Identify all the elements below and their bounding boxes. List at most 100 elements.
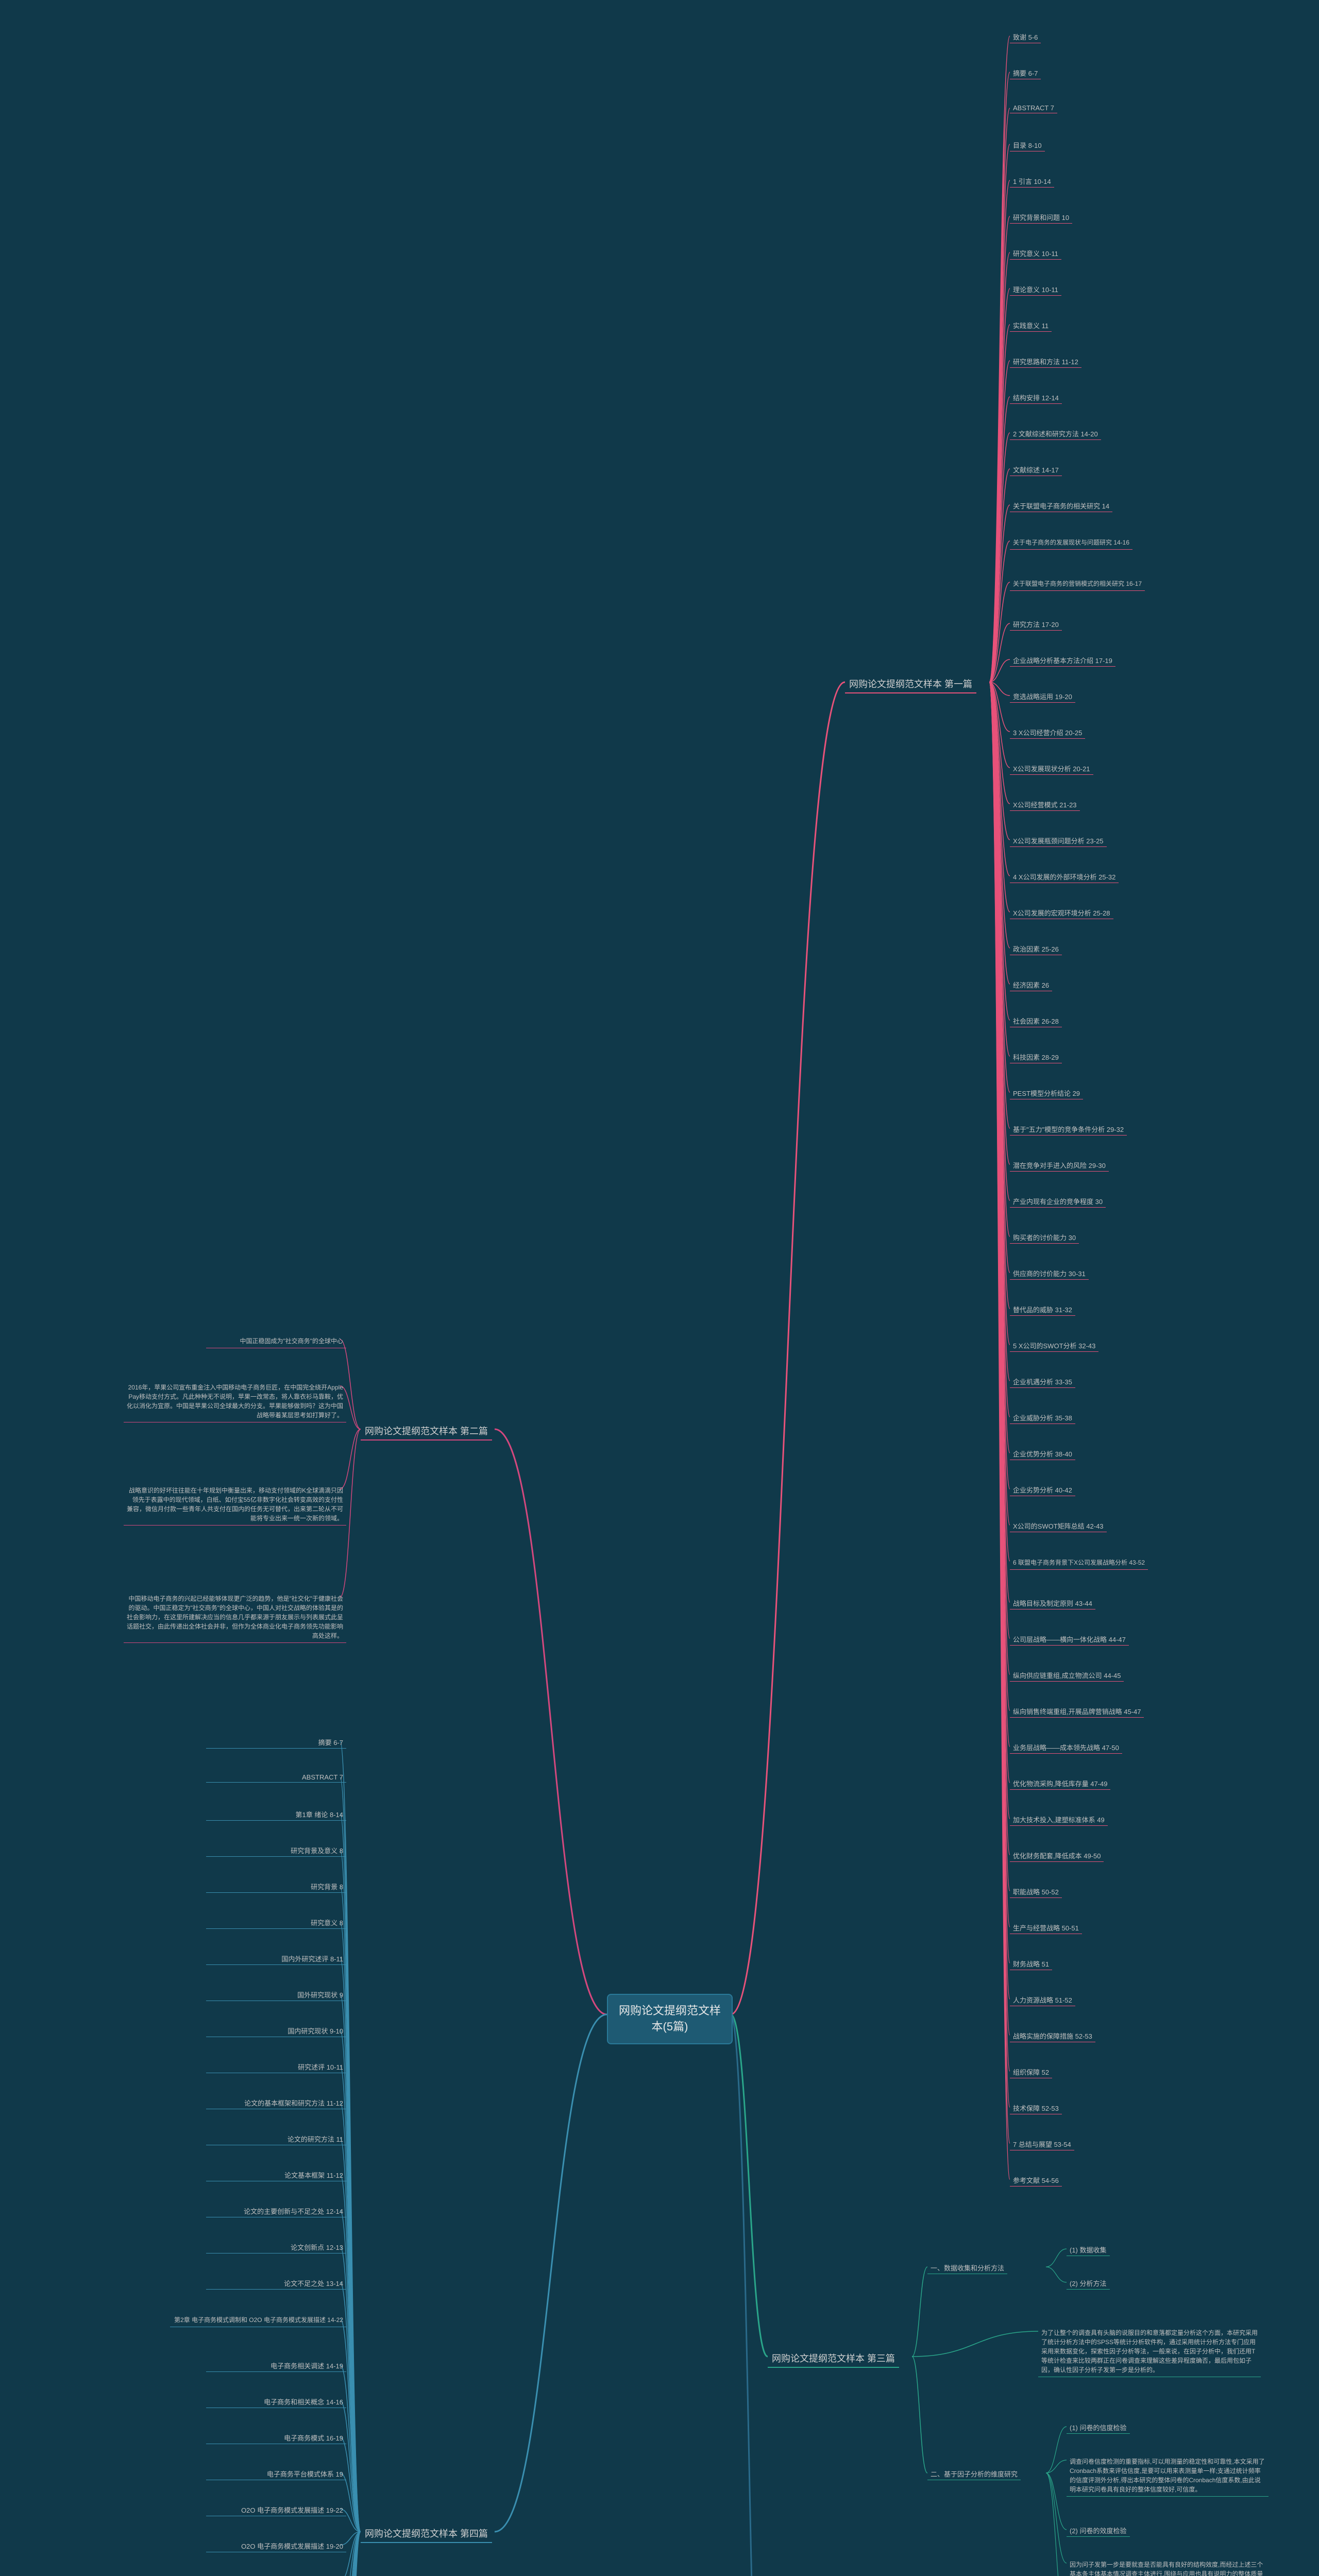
leaf: 摘要 6-7	[206, 1736, 346, 1749]
leaf: 中国正稳固成为"社交商务"的全球中心	[206, 1334, 346, 1348]
leaf: 企业优势分析 38-40	[1010, 1448, 1075, 1460]
leaf: 战略意识的好坏往往能在十年规划中衡量出来，移动支付领域的K全球滴滴只因领先于表露…	[124, 1484, 346, 1526]
leaf: 战略目标及制定原则 43-44	[1010, 1597, 1095, 1609]
subleaf: (2) 分析方法	[1067, 2277, 1110, 2290]
leaf: 业务层战略——成本领先战略 47-50	[1010, 1741, 1122, 1754]
subleaf: 因为问子发第一步是要就查是否能具有良好的结构效度,而经过上述三个基本条主体基本情…	[1067, 2558, 1269, 2576]
leaf: 基于"五力"模型的竞争条件分析 29-32	[1010, 1123, 1127, 1136]
leaf: 参考文献 54-56	[1010, 2174, 1062, 2187]
leaf: 论文不足之处 13-14	[206, 2277, 346, 2290]
leaf: 摘要 6-7	[1010, 67, 1041, 79]
leaf: 电子商务相关调述 14-19	[206, 2360, 346, 2372]
leaf: PEST模型分析结论 29	[1010, 1087, 1083, 1099]
leaf: 纵向销售终端重组,开展品牌营销战略 45-47	[1010, 1705, 1144, 1718]
leaf: 财务战略 51	[1010, 1958, 1052, 1970]
leaf: O2O 电子商务模式发展描述 19-20	[206, 2540, 346, 2552]
leaf: 国外研究现状 9	[206, 1989, 346, 2001]
leaf: 为了让整个的调查具有头脑的说服目的和意落都定量分析这个方面，本研究采用了统计分析…	[1038, 2326, 1261, 2377]
leaf: 中国移动电子商务的兴起已经能够体现更广泛的趋势，他是"社交化"于健康社会的驱动。…	[124, 1592, 346, 1643]
leaf: 研究背景及意义 8	[206, 1844, 346, 1857]
leaf: 技术保障 52-53	[1010, 2102, 1062, 2114]
subleaf: 调查问卷信度检测的重要指标,可以用测量的稳定性和可靠性,本文采用了Cronbac…	[1067, 2455, 1269, 2497]
leaf: 企业威胁分析 35-38	[1010, 1412, 1075, 1424]
leaf: 竞选战略运用 19-20	[1010, 690, 1075, 703]
leaf: 生产与经营战略 50-51	[1010, 1922, 1082, 1934]
leaf: 政治因素 25-26	[1010, 943, 1062, 955]
leaf: ABSTRACT 7	[206, 1772, 346, 1783]
leaf: 研究意义 10-11	[1010, 247, 1061, 260]
leaf: 理论意义 10-11	[1010, 283, 1061, 296]
leaf: 经济因素 26	[1010, 979, 1052, 991]
leaf: 电子商务和相关概念 14-16	[206, 2396, 346, 2408]
leaf: 替代品的威胁 31-32	[1010, 1303, 1075, 1316]
leaf: 国内外研究述评 8-11	[206, 1953, 346, 1965]
leaf: 6 联盟电子商务背景下X公司发展战略分析 43-52	[1010, 1556, 1148, 1570]
leaf: 关于联盟电子商务的营销模式的相关研究 16-17	[1010, 577, 1145, 591]
leaf: 组织保障 52	[1010, 2066, 1052, 2078]
leaf: 研究思路和方法 11-12	[1010, 355, 1081, 368]
leaf: 纵向供应链重组,成立物流公司 44-45	[1010, 1669, 1124, 1682]
leaf: 企业劣势分析 40-42	[1010, 1484, 1075, 1496]
branch-b4: 网购论文提纲范文样本 第四篇	[361, 2524, 492, 2543]
leaf: 关于电子商务的发展现状与问题研究 14-16	[1010, 536, 1132, 550]
leaf: X公司的SWOT矩阵总结 42-43	[1010, 1520, 1107, 1532]
leaf: 优化财务配套,降低成本 49-50	[1010, 1850, 1104, 1862]
leaf: 加大技术投入,建塑标准体系 49	[1010, 1814, 1108, 1826]
leaf: 电子商务模式 16-19	[206, 2432, 346, 2444]
leaf: 论文基本框架 11-12	[206, 2169, 346, 2181]
leaf: 致谢 5-6	[1010, 31, 1041, 43]
leaf: 4 X公司发展的外部环境分析 25-32	[1010, 871, 1119, 883]
branch-b1: 网购论文提纲范文样本 第一篇	[845, 675, 976, 693]
leaf: 一、数据收集和分析方法	[927, 2262, 1007, 2274]
leaf: 人力资源战略 51-52	[1010, 1994, 1075, 2006]
subleaf: (2) 问卷的效度检验	[1067, 2524, 1130, 2537]
leaf: 论文创新点 12-13	[206, 2241, 346, 2253]
leaf: 战略实施的保障措施 52-53	[1010, 2030, 1095, 2042]
leaf: 潜在竞争对手进入的风险 29-30	[1010, 1159, 1109, 1172]
leaf: X公司发展瓶颈问题分析 23-25	[1010, 835, 1107, 847]
leaf: X公司发展的宏观环境分析 25-28	[1010, 907, 1113, 919]
leaf: 研究背景 8	[206, 1880, 346, 1893]
leaf: 第1章 绪论 8-14	[206, 1808, 346, 1821]
leaf: 研究述评 10-11	[206, 2061, 346, 2073]
leaf: 二、基于因子分析的维度研究	[927, 2468, 1021, 2480]
leaf: 论文的研究方法 11	[206, 2133, 346, 2145]
leaf: 产业内现有企业的竞争程度 30	[1010, 1195, 1106, 1208]
leaf: 实践意义 11	[1010, 319, 1052, 332]
leaf: 1 引言 10-14	[1010, 175, 1054, 188]
leaf: 目录 8-10	[1010, 139, 1045, 151]
leaf: 职能战略 50-52	[1010, 1886, 1062, 1898]
leaf: 企业机遇分析 33-35	[1010, 1376, 1075, 1388]
leaf: 企业战略分析基本方法介绍 17-19	[1010, 654, 1115, 667]
leaf: 5 X公司的SWOT分析 32-43	[1010, 1340, 1098, 1352]
leaf: 优化物流采购,降低库存量 47-49	[1010, 1777, 1110, 1790]
leaf: 研究方法 17-20	[1010, 618, 1062, 631]
leaf: 电子商务平台模式体系 19	[206, 2468, 346, 2480]
leaf: 社会因素 26-28	[1010, 1015, 1062, 1027]
center-node: 网购论文提纲范文样本(5篇)	[607, 1994, 733, 2044]
branch-b2: 网购论文提纲范文样本 第二篇	[361, 1422, 492, 1440]
leaf: 关于联盟电子商务的相关研究 14	[1010, 500, 1112, 512]
leaf: 2 文献综述和研究方法 14-20	[1010, 428, 1101, 440]
leaf: 国内研究现状 9-10	[206, 2025, 346, 2037]
leaf: 公司层战略——横向一体化战略 44-47	[1010, 1633, 1129, 1646]
leaf: 购买者的讨价能力 30	[1010, 1231, 1079, 1244]
leaf: 文献综述 14-17	[1010, 464, 1062, 476]
leaf: 研究意义 8	[206, 1917, 346, 1929]
leaf: 研究背景和问题 10	[1010, 211, 1072, 224]
leaf: 7 总结与展望 53-54	[1010, 2138, 1074, 2150]
leaf: X公司发展现状分析 20-21	[1010, 762, 1093, 775]
leaf: 结构安排 12-14	[1010, 392, 1062, 404]
leaf: O2O 电子商务模式发展描述 19-22	[206, 2504, 346, 2516]
subleaf: (1) 数据收集	[1067, 2244, 1110, 2256]
leaf: 论文的基本框架和研究方法 11-12	[206, 2097, 346, 2109]
leaf: 论文的主要创新与不足之处 12-14	[206, 2205, 346, 2217]
branch-b3: 网购论文提纲范文样本 第三篇	[768, 2349, 899, 2368]
leaf: 3 X公司经营介绍 20-25	[1010, 726, 1085, 739]
leaf: 供应商的讨价能力 30-31	[1010, 1267, 1089, 1280]
leaf: X公司经营模式 21-23	[1010, 799, 1080, 811]
subleaf: (1) 问卷的信度检验	[1067, 2421, 1130, 2434]
leaf: 2016年，苹果公司宣布重金注入中国移动电子商务巨匠，在中国完全绕开Apple …	[124, 1381, 346, 1422]
leaf: ABSTRACT 7	[1010, 103, 1057, 113]
leaf: 科技因素 28-29	[1010, 1051, 1062, 1063]
